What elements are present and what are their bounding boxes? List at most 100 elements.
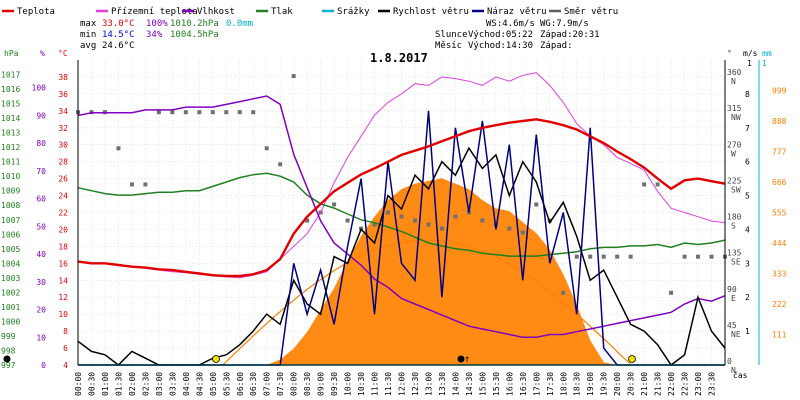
time-tick-label: 12:30 [411, 372, 420, 396]
humidity-tick-label: 100 [32, 84, 47, 93]
time-tick-label: 16:30 [519, 372, 528, 396]
wind-direction-point [345, 218, 350, 223]
wind-direction-point [682, 254, 687, 259]
legend-label: Rychlost větru [393, 7, 469, 17]
axis-labels: 3836343230282624222018161412108641017101… [1, 49, 787, 396]
direction-tick-label: 180 [727, 213, 742, 222]
direction-tick-label: 225 [727, 176, 742, 185]
time-tick-label: 09:00 [317, 372, 326, 396]
wind-direction-point [669, 290, 674, 295]
direction-name-label: N [731, 77, 736, 86]
stats-max-rain: 0.0mm [226, 19, 253, 29]
solar-radiation-layer [78, 178, 725, 365]
wind-direction-point [129, 182, 134, 187]
temp-tick-label: 32 [58, 124, 68, 133]
rain-top-label: 1 [762, 59, 767, 68]
pressure-tick-label: 1007 [1, 216, 20, 225]
wind-speed-axis-title: m/s [743, 49, 758, 58]
wind-direction-point [251, 110, 256, 115]
stats-max-press: 1010.2hPa [170, 19, 219, 29]
solar-radiation-area [78, 178, 725, 365]
wind-direction-point [453, 214, 458, 219]
wind-direction-point [210, 110, 215, 115]
pressure-tick-label: 1000 [1, 317, 20, 326]
time-tick-label: 03:00 [155, 372, 164, 396]
humidity-axis-title: % [40, 49, 45, 58]
stats-block: max 33.0°C 100% 1010.2hPa 0.0mm min 14.5… [80, 19, 253, 51]
wind-direction-point [197, 110, 202, 115]
humidity-tick-label: 50 [36, 222, 46, 231]
pressure-tick-label: 1015 [1, 100, 20, 109]
temp-tick-label: 28 [58, 158, 68, 167]
direction-tick-label: 315 [727, 104, 742, 113]
pressure-tick-label: 1005 [1, 245, 20, 254]
moon-set: Západ: [540, 41, 573, 51]
direction-name-label: S [731, 222, 736, 231]
legend-label: Teplota [17, 7, 55, 17]
wind-direction-point [534, 202, 539, 207]
temp-tick-label: 34 [58, 107, 68, 116]
wind-direction-point [332, 202, 337, 207]
time-tick-label: 08:00 [290, 372, 299, 396]
pressure-tick-label: 1001 [1, 303, 20, 312]
direction-name-label: NE [731, 330, 741, 339]
pressure-tick-label: 1006 [1, 230, 20, 239]
time-tick-label: 06:30 [249, 372, 258, 396]
stats-avg-label: avg [80, 41, 96, 51]
moon-rise: Východ:14:30 [468, 41, 533, 51]
wind-direction-point [412, 218, 417, 223]
direction-name-label: NW [731, 113, 741, 122]
solar-tick-label: 666 [772, 178, 787, 187]
stats-max-temp: 33.0°C [102, 19, 135, 29]
sun-set: Západ:20:31 [540, 30, 600, 40]
humidity-tick-label: 70 [36, 167, 46, 176]
pressure-tick-label: 1012 [1, 143, 20, 152]
time-tick-label: 18:30 [573, 372, 582, 396]
chart-date: 1.8.2017 [370, 51, 428, 65]
wind-direction-point [237, 110, 242, 115]
stats-min-press: 1004.5hPa [170, 30, 219, 40]
solar-tick-label: 555 [772, 209, 787, 218]
wind-direction-point [628, 254, 633, 259]
time-tick-label: 16:00 [505, 372, 514, 396]
pressure-tick-label: 1011 [1, 158, 20, 167]
pressure-tick-label: 1010 [1, 172, 20, 181]
time-tick-label: 15:00 [478, 372, 487, 396]
time-axis-title: čas [733, 370, 748, 380]
time-tick-label: 21:00 [640, 372, 649, 396]
direction-name-label: SW [731, 185, 741, 194]
wind-direction-point [224, 110, 229, 115]
direction-tick-label: 135 [727, 249, 742, 258]
temp-tick-label: 12 [58, 293, 68, 302]
time-tick-label: 22:00 [667, 372, 676, 396]
wind-speed-tick-label: 4 [745, 225, 750, 234]
solar-tick-label: 999 [772, 87, 787, 96]
temp-tick-label: 36 [58, 90, 68, 99]
time-tick-label: 15:30 [492, 372, 501, 396]
legend-label: Přízemní teplota [111, 7, 198, 17]
temp-axis-title: °C [58, 49, 68, 58]
wind-direction-point [642, 182, 647, 187]
pressure-tick-label: 1002 [1, 288, 20, 297]
time-tick-label: 10:30 [357, 372, 366, 396]
wind-speed-tick-label: 1 [745, 327, 750, 336]
wind-direction-point [372, 222, 377, 227]
wind-direction-point [507, 226, 512, 231]
time-tick-label: 08:30 [303, 372, 312, 396]
humidity-tick-label: 20 [36, 306, 46, 315]
time-tick-label: 19:30 [600, 372, 609, 396]
pressure-tick-label: 997 [1, 361, 16, 370]
direction-tick-label: 45 [727, 321, 737, 330]
moon-marker-icon [3, 355, 11, 363]
solar-tick-label: 111 [772, 331, 787, 340]
wind-direction-point [439, 226, 444, 231]
legend-label: Náraz větru [487, 7, 547, 17]
wind-speed-tick-label: 7 [745, 124, 750, 133]
time-tick-label: 09:30 [330, 372, 339, 396]
pressure-tick-label: 1014 [1, 114, 20, 123]
legend-label: Tlak [271, 7, 293, 17]
time-tick-label: 23:30 [708, 372, 717, 396]
pressure-tick-label: 998 [1, 346, 16, 355]
series-line-vlhkost [77, 95, 726, 339]
temp-tick-label: 4 [63, 361, 68, 370]
